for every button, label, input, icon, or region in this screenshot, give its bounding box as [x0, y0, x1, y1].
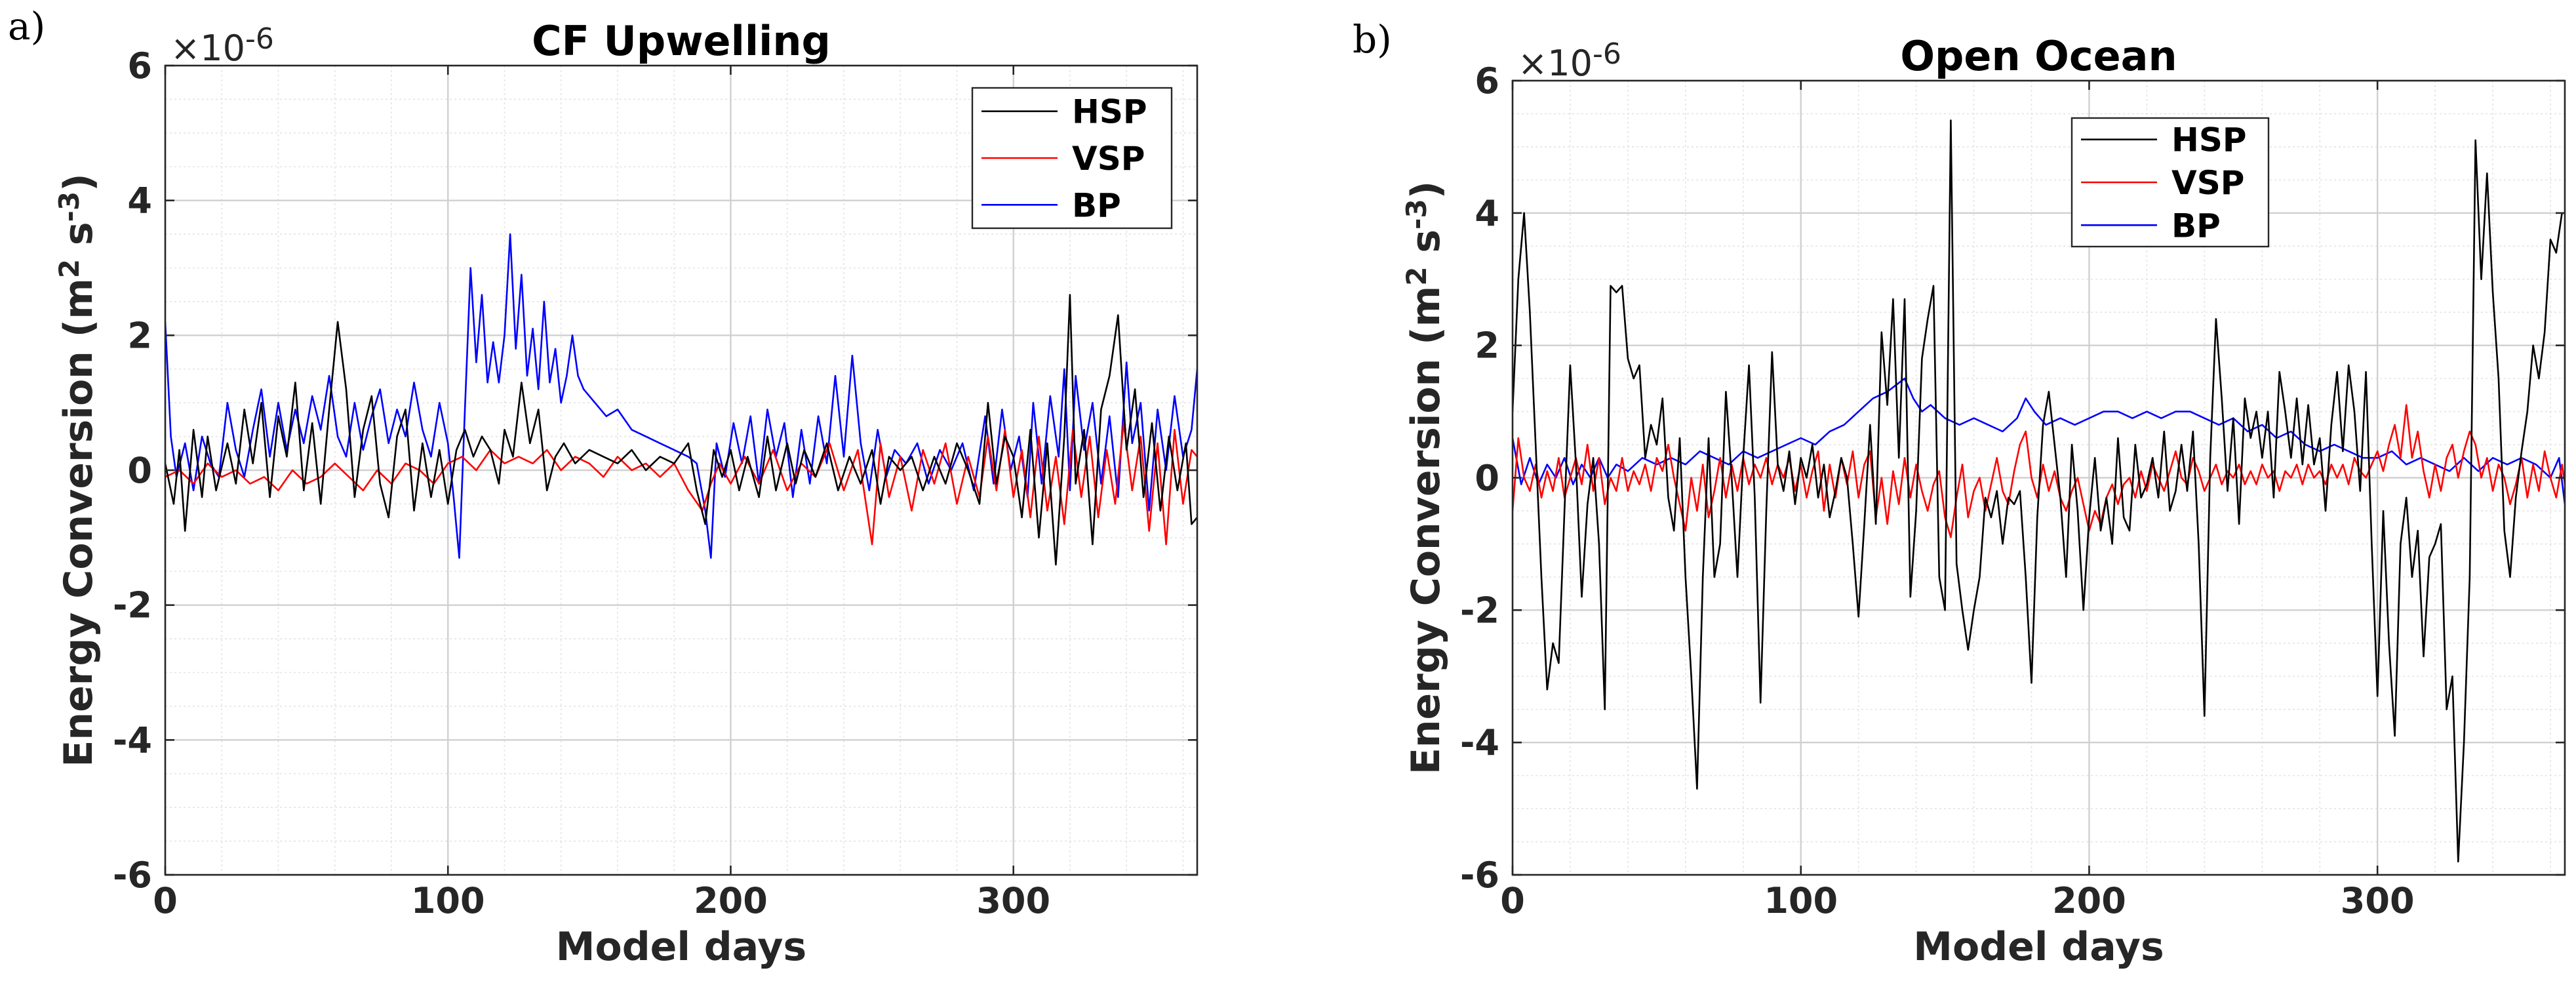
- legend-label-hsp: HSP: [2171, 121, 2247, 159]
- y-tick-label: -2: [113, 585, 152, 626]
- y-tick-label: 4: [127, 180, 152, 222]
- legend: HSP VSP BP: [2071, 117, 2270, 248]
- series-line-bp: [1513, 377, 2565, 505]
- panel-a: 0 100 200 300 -6 -4 -2 0 2 4 6 ×10-6 CF Upwelling a) M…: [8, 4, 1199, 970]
- y-tick-label: 6: [127, 45, 152, 87]
- series-group: [1513, 119, 2565, 863]
- panel-b: 0 100 200 300 -6 -4 -2 0 2 4 6 ×10-6 Open Ocean b) Mod…: [1353, 17, 2566, 970]
- x-tick-label: 0: [153, 880, 178, 921]
- y-multiplier: ×10-6: [1518, 37, 1621, 84]
- legend-label-bp: BP: [2171, 207, 2221, 245]
- tick-marks: [1511, 79, 2565, 876]
- legend-label-bp: BP: [1072, 186, 1121, 224]
- y-multiplier: ×10-6: [170, 22, 274, 69]
- series-line-vsp: [165, 422, 1197, 546]
- major-grid: [165, 66, 1197, 875]
- y-tick-label: 6: [1475, 60, 1499, 102]
- x-tick-label: 300: [976, 880, 1050, 921]
- legend-label-hsp: HSP: [1072, 93, 1147, 131]
- y-tick-label: -4: [113, 719, 152, 761]
- series-line-hsp: [165, 294, 1197, 566]
- major-grid: [1513, 81, 2565, 875]
- y-tick-label: -4: [1460, 722, 1499, 763]
- x-axis-label: Model days: [1913, 924, 2164, 970]
- y-tick-label: -6: [1460, 855, 1499, 896]
- y-tick-label: 2: [1475, 325, 1499, 367]
- series-line-bp: [165, 233, 1197, 559]
- legend-label-vsp: VSP: [1072, 140, 1145, 178]
- chart-title: Open Ocean: [1900, 32, 2177, 80]
- x-tick-label: 200: [2052, 880, 2126, 921]
- y-tick-label: -6: [113, 855, 152, 896]
- panel-label: b): [1353, 17, 1392, 62]
- y-tick-label: 2: [127, 315, 152, 356]
- x-tick-label: 300: [2341, 880, 2415, 921]
- x-tick-label: 200: [694, 880, 768, 921]
- y-axis-label: Energy Conversion (m2 s-3): [1400, 181, 1449, 775]
- legend-label-vsp: VSP: [2171, 164, 2244, 202]
- x-tick-label: 0: [1500, 880, 1525, 921]
- x-tick-label: 100: [411, 880, 485, 921]
- y-tick-label: 4: [1475, 193, 1499, 234]
- chart-title: CF Upwelling: [532, 17, 831, 65]
- y-tick-label: 0: [127, 450, 152, 491]
- panel-label: a): [8, 4, 45, 49]
- legend: HSP VSP BP: [971, 87, 1173, 230]
- y-axis-label: Energy Conversion (m2 s-3): [53, 173, 102, 767]
- x-axis-label: Model days: [556, 924, 806, 970]
- x-tick-label: 100: [1764, 880, 1838, 921]
- series-line-hsp: [1513, 119, 2565, 863]
- tick-marks: [164, 64, 1197, 876]
- y-tick-label: -2: [1460, 590, 1499, 631]
- series-group: [165, 233, 1197, 566]
- y-tick-label: 0: [1475, 458, 1499, 499]
